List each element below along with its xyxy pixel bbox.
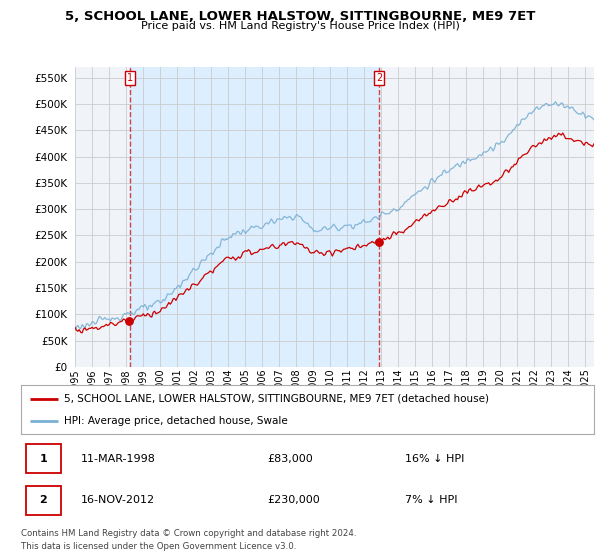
- FancyBboxPatch shape: [26, 444, 61, 473]
- FancyBboxPatch shape: [26, 486, 61, 515]
- Point: [124, 316, 134, 325]
- Text: 16-NOV-2012: 16-NOV-2012: [81, 495, 155, 505]
- Text: Contains HM Land Registry data © Crown copyright and database right 2024.: Contains HM Land Registry data © Crown c…: [21, 529, 356, 538]
- Text: 5, SCHOOL LANE, LOWER HALSTOW, SITTINGBOURNE, ME9 7ET: 5, SCHOOL LANE, LOWER HALSTOW, SITTINGBO…: [65, 10, 535, 23]
- Point: [374, 237, 384, 246]
- Text: 2: 2: [376, 73, 382, 83]
- Text: 5, SCHOOL LANE, LOWER HALSTOW, SITTINGBOURNE, ME9 7ET (detached house): 5, SCHOOL LANE, LOWER HALSTOW, SITTINGBO…: [64, 394, 489, 404]
- Bar: [130, 67, 379, 367]
- Text: 11-MAR-1998: 11-MAR-1998: [81, 454, 156, 464]
- Text: 1: 1: [127, 73, 133, 83]
- Text: 7% ↓ HPI: 7% ↓ HPI: [405, 495, 457, 505]
- Text: 1: 1: [40, 454, 47, 464]
- Text: £230,000: £230,000: [268, 495, 320, 505]
- Text: 2: 2: [40, 495, 47, 505]
- Text: Price paid vs. HM Land Registry's House Price Index (HPI): Price paid vs. HM Land Registry's House …: [140, 21, 460, 31]
- Text: This data is licensed under the Open Government Licence v3.0.: This data is licensed under the Open Gov…: [21, 542, 296, 551]
- Text: HPI: Average price, detached house, Swale: HPI: Average price, detached house, Swal…: [64, 416, 288, 426]
- Text: 16% ↓ HPI: 16% ↓ HPI: [405, 454, 464, 464]
- Text: £83,000: £83,000: [268, 454, 313, 464]
